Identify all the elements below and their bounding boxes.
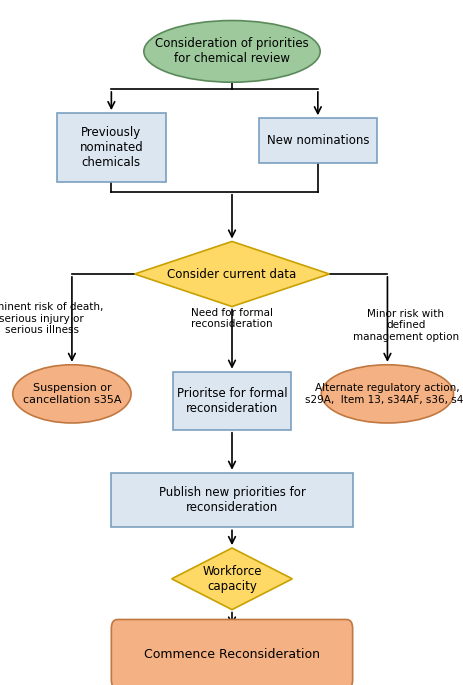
Polygon shape xyxy=(171,548,292,610)
Text: Previously
nominated
chemicals: Previously nominated chemicals xyxy=(79,126,143,169)
FancyBboxPatch shape xyxy=(172,371,291,430)
Text: Consider current data: Consider current data xyxy=(167,268,296,280)
Text: Prioritse for formal
reconsideration: Prioritse for formal reconsideration xyxy=(176,387,287,414)
FancyBboxPatch shape xyxy=(111,619,352,685)
FancyBboxPatch shape xyxy=(258,118,376,163)
Text: Workforce
capacity: Workforce capacity xyxy=(202,565,261,593)
Text: Commence Reconsideration: Commence Reconsideration xyxy=(144,648,319,660)
FancyBboxPatch shape xyxy=(111,473,352,527)
Text: Alternate regulatory action,
s29A,  Item 13, s34AF, s36, s41: Alternate regulatory action, s29A, Item … xyxy=(304,383,463,405)
Text: Imminent risk of death,
serious injury or
serious illness: Imminent risk of death, serious injury o… xyxy=(0,302,103,335)
Text: Minor risk with
defined
management option: Minor risk with defined management optio… xyxy=(352,309,458,342)
Ellipse shape xyxy=(320,364,453,423)
Ellipse shape xyxy=(144,21,319,82)
Text: Consideration of priorities
for chemical review: Consideration of priorities for chemical… xyxy=(155,38,308,65)
Text: Suspension or
cancellation s35A: Suspension or cancellation s35A xyxy=(23,383,121,405)
Ellipse shape xyxy=(13,364,131,423)
Text: New nominations: New nominations xyxy=(266,134,368,147)
FancyBboxPatch shape xyxy=(56,113,166,182)
Text: Need for formal
reconsideration: Need for formal reconsideration xyxy=(191,308,272,329)
Polygon shape xyxy=(134,242,329,307)
Text: Publish new priorities for
reconsideration: Publish new priorities for reconsiderati… xyxy=(158,486,305,514)
